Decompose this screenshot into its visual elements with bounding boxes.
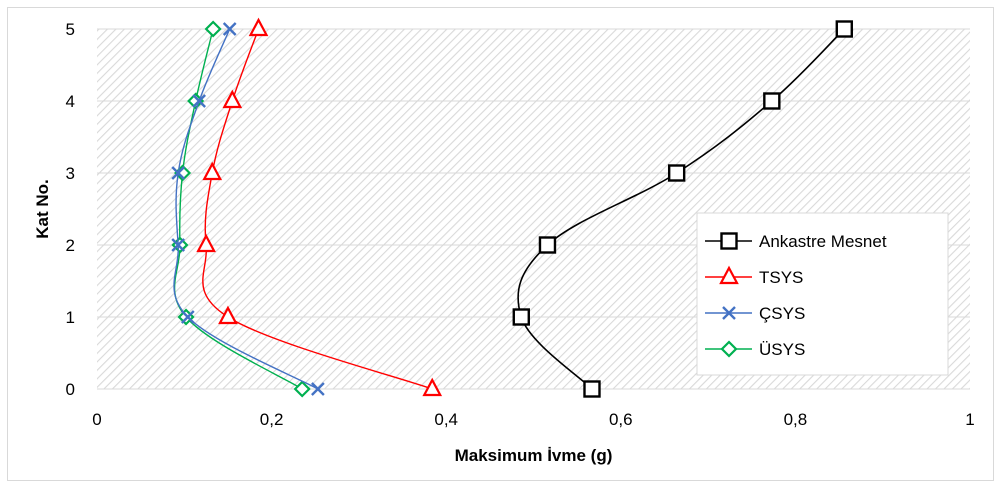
y-tick-label: 1 [66,308,75,327]
series-1-point-1 [218,305,238,325]
series-0-point-1 [512,308,530,326]
series-2-point-1 [180,310,195,324]
legend-entry-0: Ankastre Mesnet [705,232,887,251]
y-tick-label: 2 [66,236,75,255]
series-2 [171,22,325,396]
series-1-point-4 [222,89,243,109]
legend-label: Ankastre Mesnet [759,232,887,251]
x-tick-label: 0,4 [434,410,458,429]
x-tick-label: 0,6 [609,410,633,429]
series-0 [512,20,853,398]
series-0-point-5 [835,20,853,38]
legend-marker [720,340,738,358]
y-tick-label: 3 [66,164,75,183]
y-axis-title: Kat No. [33,179,52,239]
series-1-point-5 [248,17,269,37]
series-3-point-0 [293,380,311,398]
series-0-point-0 [583,380,601,398]
x-tick-label: 0,2 [260,410,284,429]
series-1-point-3 [202,161,223,181]
legend-label: TSYS [759,268,803,287]
x-tick-label: 0 [92,410,101,429]
legend-entry-3: ÜSYS [705,340,805,359]
legend-entry-1: TSYS [705,265,803,287]
x-axis-title: Maksimum İvme (g) [455,446,613,465]
y-tick-label: 5 [66,20,75,39]
y-tick-label: 0 [66,380,75,399]
series-0-point-3 [667,164,686,182]
x-tick-label: 1 [965,410,974,429]
legend: Ankastre Mesnet TSYS ÇSYS ÜSYS [696,212,949,376]
legend-box [696,212,949,376]
legend-marker [722,306,736,320]
series-2-point-2 [171,238,186,252]
y-tick-label: 4 [66,92,75,111]
series-layer [171,17,853,398]
legend-entry-2: ÇSYS [705,304,805,323]
legend-label: ÜSYS [759,340,805,359]
series-0-point-4 [763,92,781,110]
series-2-point-4 [192,94,206,108]
series-2-point-5 [222,22,237,36]
legend-label: ÇSYS [759,304,805,323]
series-2-point-0 [311,382,325,396]
series-0-point-2 [538,236,557,254]
series-1-point-0 [422,377,443,397]
series-2-point-3 [171,166,186,180]
x-tick-label: 0,8 [784,410,808,429]
series-1-point-2 [196,233,216,253]
series-3-point-5 [204,20,222,38]
legend-marker [720,232,738,250]
axis-tick-labels: 0 1 2 3 4 5 0 0,2 0,4 0,6 0,8 1 [66,20,975,429]
legend-marker [719,265,739,285]
series-1 [196,17,443,397]
